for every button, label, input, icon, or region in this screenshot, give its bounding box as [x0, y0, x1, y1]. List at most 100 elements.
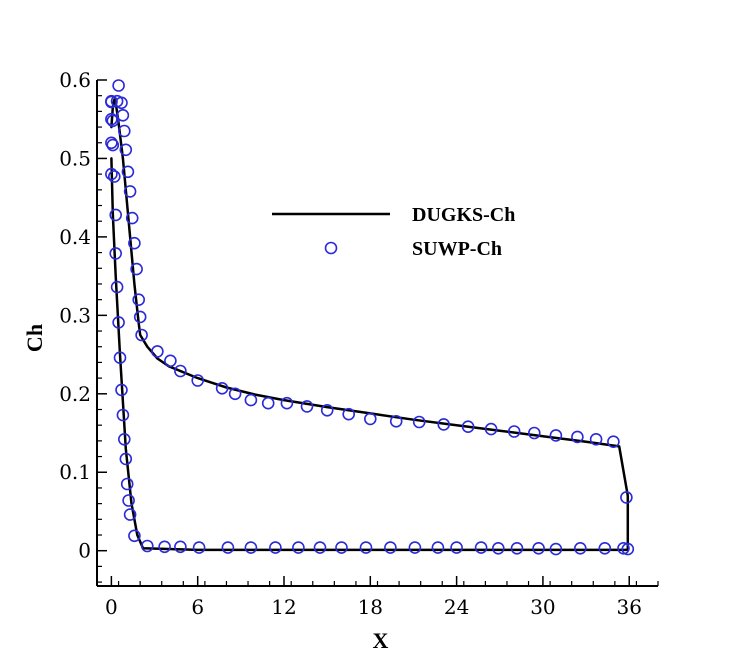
series-marker-suwp	[118, 124, 131, 138]
series-marker-suwp	[532, 541, 545, 555]
series-marker-suwp	[122, 494, 135, 507]
plot-area	[105, 79, 635, 556]
series-marker-suwp	[450, 541, 463, 554]
legend-label-dugks: DUGKS-Ch	[412, 204, 515, 226]
legend-label-suwp: SUWP-Ch	[412, 238, 502, 260]
series-marker-suwp	[363, 412, 377, 426]
y-tick-label: 0.4	[59, 225, 91, 249]
series-marker-suwp	[292, 541, 305, 554]
series-marker-suwp	[174, 540, 187, 554]
series-marker-suwp	[571, 430, 584, 444]
series-marker-suwp	[116, 408, 130, 422]
series-marker-suwp	[120, 477, 134, 491]
series-marker-suwp	[119, 452, 133, 466]
series-marker-suwp	[342, 407, 356, 421]
series-marker-suwp	[244, 393, 258, 407]
series-marker-suwp	[598, 541, 612, 555]
x-axis-title: X	[373, 628, 389, 653]
y-tick-label: 0.1	[59, 460, 91, 484]
series-marker-suwp	[123, 185, 137, 198]
series-marker-suwp	[408, 541, 422, 554]
series-marker-suwp	[130, 262, 143, 276]
series-marker-suwp	[112, 79, 125, 92]
series-marker-suwp	[105, 94, 118, 108]
series-marker-suwp	[573, 541, 587, 555]
y-tick-label: 0.2	[59, 382, 91, 406]
series-marker-suwp	[109, 247, 122, 260]
series-marker-suwp	[128, 529, 141, 543]
series-marker-suwp	[123, 508, 137, 521]
series-marker-suwp	[191, 374, 204, 387]
series-marker-suwp	[141, 539, 154, 553]
series-marker-suwp	[121, 165, 135, 179]
series-marker-suwp	[507, 425, 521, 438]
series-marker-suwp	[589, 432, 603, 446]
series-marker-suwp	[164, 354, 177, 368]
series-marker-suwp	[132, 293, 145, 307]
series-marker-suwp	[151, 345, 164, 358]
series-marker-suwp	[617, 541, 630, 555]
x-tick-label: 24	[444, 595, 469, 619]
series-marker-suwp	[359, 541, 373, 554]
series-marker-suwp	[621, 542, 635, 556]
series-marker-suwp	[105, 136, 118, 150]
series-marker-suwp	[119, 143, 133, 157]
series-marker-suwp	[115, 383, 128, 397]
series-marker-suwp	[135, 328, 148, 342]
x-tick-label: 12	[271, 595, 296, 619]
series-marker-suwp	[105, 167, 118, 181]
series-marker-suwp	[269, 541, 282, 554]
series-marker-suwp	[113, 351, 127, 365]
series-marker-suwp	[491, 541, 505, 555]
series-marker-suwp	[280, 396, 294, 410]
x-tick-label: 6	[191, 595, 204, 619]
series-marker-suwp	[412, 415, 426, 429]
series-marker-suwp	[261, 396, 275, 410]
series-marker-suwp	[461, 420, 475, 434]
series-marker-suwp	[607, 435, 620, 449]
series-marker-suwp	[105, 112, 118, 126]
series-marker-suwp	[549, 542, 563, 556]
series-marker-suwp	[527, 426, 541, 440]
series-marker-suwp	[549, 429, 563, 442]
series-marker-suwp	[110, 280, 124, 294]
y-tick-label: 0.6	[59, 68, 91, 92]
series-marker-suwp	[108, 170, 121, 183]
series-marker-suwp	[158, 540, 171, 554]
series-marker-suwp	[335, 541, 348, 554]
series-marker-suwp	[313, 541, 327, 554]
x-tick-label: 18	[358, 595, 383, 619]
series-marker-suwp	[320, 403, 334, 417]
series-marker-suwp	[192, 541, 206, 554]
series-marker-suwp	[133, 310, 147, 324]
axes: 0 6 12 18 24 30 36 0 0.1 0.2 0.3 0.4 0.5 0.6	[59, 68, 659, 619]
y-axis-title: Ch	[22, 324, 47, 352]
series-marker-suwp	[128, 236, 141, 250]
series-marker-suwp	[228, 387, 242, 401]
series-marker-suwp	[174, 364, 187, 378]
series-marker-suwp	[431, 541, 445, 554]
series-marker-suwp	[484, 422, 498, 436]
series-marker-suwp	[109, 208, 122, 222]
series-marker-suwp	[221, 541, 235, 554]
series-marker-suwp	[389, 414, 403, 428]
series-marker-suwp	[510, 541, 524, 555]
legend-marker-sample	[324, 241, 338, 255]
series-marker-suwp	[244, 541, 258, 554]
y-tick-label: 0	[78, 539, 91, 563]
legend: DUGKS-Ch SUWP-Ch	[272, 204, 515, 260]
series-marker-suwp	[125, 211, 139, 225]
series-marker-suwp	[215, 381, 229, 395]
series-marker-suwp	[384, 541, 397, 554]
x-tick-label: 30	[530, 595, 555, 619]
x-tick-label: 36	[617, 595, 642, 619]
y-tick-label: 0.5	[59, 146, 91, 170]
series-marker-suwp	[118, 432, 131, 446]
x-tick-label: 0	[105, 595, 118, 619]
series-marker-suwp	[300, 400, 314, 413]
series-marker-suwp	[116, 109, 130, 122]
y-tick-label: 0.3	[59, 303, 91, 327]
series-marker-suwp	[112, 316, 125, 329]
series-marker-suwp	[106, 114, 120, 128]
